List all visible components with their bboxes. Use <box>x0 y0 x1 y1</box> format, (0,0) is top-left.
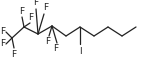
Text: F: F <box>53 44 59 53</box>
Text: F: F <box>45 37 51 46</box>
Text: F: F <box>0 28 5 36</box>
Text: I: I <box>79 47 81 56</box>
Text: F: F <box>28 13 33 22</box>
Text: F: F <box>20 7 25 16</box>
Text: F: F <box>11 50 17 59</box>
Text: F: F <box>33 0 39 7</box>
Text: F: F <box>43 3 49 12</box>
Text: F: F <box>0 39 5 48</box>
